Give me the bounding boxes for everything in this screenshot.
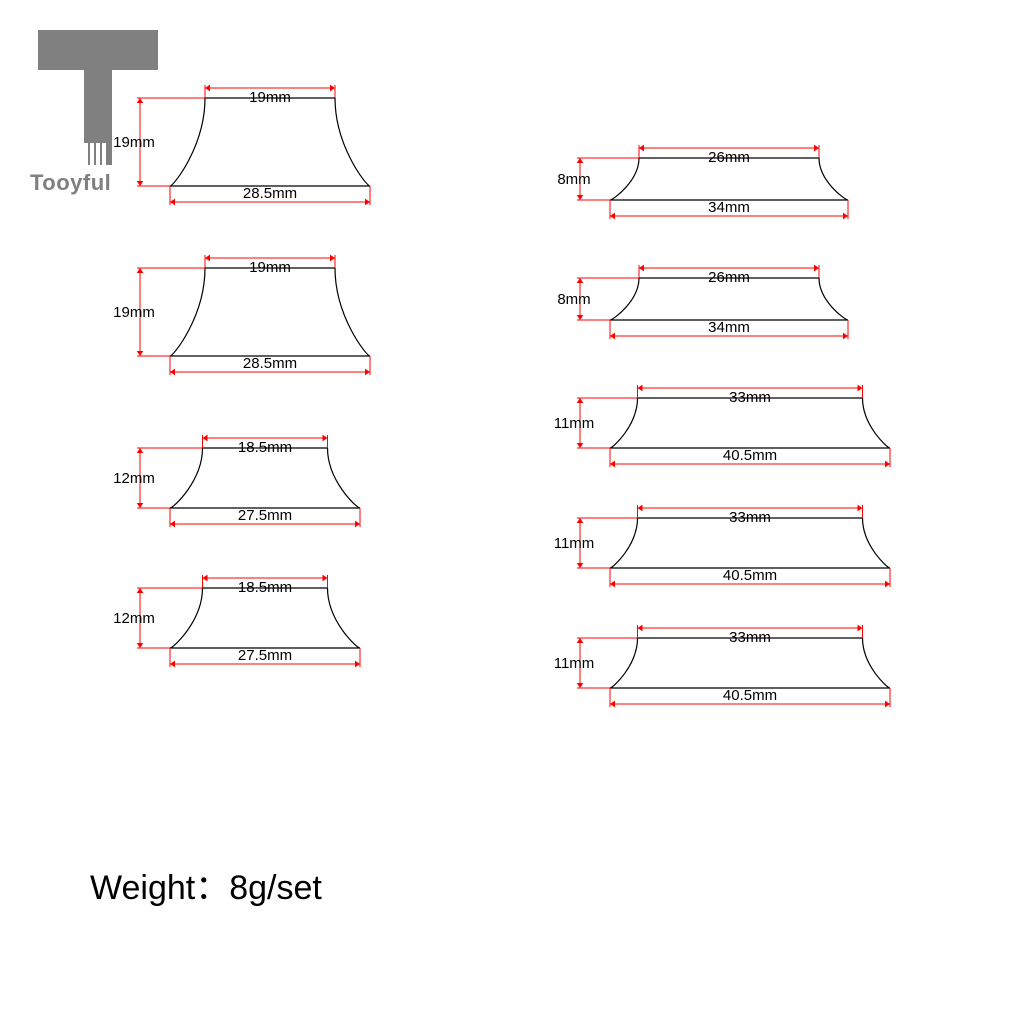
svg-text:40.5mm: 40.5mm (723, 687, 777, 704)
dimensioned-shape: 26mm 34mm 8mm (540, 130, 868, 239)
svg-text:27.5mm: 27.5mm (238, 647, 292, 664)
dimensioned-shape: 33mm 40.5mm 11mm (540, 490, 910, 607)
svg-text:28.5mm: 28.5mm (243, 355, 297, 372)
svg-text:28.5mm: 28.5mm (243, 185, 297, 202)
svg-text:19mm: 19mm (113, 304, 155, 321)
svg-text:33mm: 33mm (729, 509, 771, 526)
svg-text:18.5mm: 18.5mm (238, 579, 292, 596)
weight-label: Weight：8g/set (90, 860, 322, 909)
dimensioned-shape: 19mm 28.5mm 19mm (100, 240, 390, 395)
dimensioned-shape: 33mm 40.5mm 11mm (540, 610, 910, 727)
svg-text:19mm: 19mm (249, 89, 291, 106)
svg-text:26mm: 26mm (708, 149, 750, 166)
dimensioned-shape: 19mm 28.5mm 19mm (100, 70, 390, 225)
svg-text:8mm: 8mm (557, 171, 590, 188)
dimensioned-shape: 18.5mm 27.5mm 12mm (100, 560, 380, 687)
svg-text:26mm: 26mm (708, 269, 750, 286)
dimensioned-shape: 26mm 34mm 8mm (540, 250, 868, 359)
dimensioned-shape: 33mm 40.5mm 11mm (540, 370, 910, 487)
svg-text:18.5mm: 18.5mm (238, 439, 292, 456)
svg-text:33mm: 33mm (729, 389, 771, 406)
svg-text:34mm: 34mm (708, 319, 750, 336)
svg-text:34mm: 34mm (708, 199, 750, 216)
svg-text:11mm: 11mm (554, 535, 595, 552)
svg-text:33mm: 33mm (729, 629, 771, 646)
svg-text:19mm: 19mm (249, 259, 291, 276)
svg-text:40.5mm: 40.5mm (723, 447, 777, 464)
svg-text:19mm: 19mm (113, 134, 155, 151)
svg-text:11mm: 11mm (554, 655, 595, 672)
dimensioned-shape: 18.5mm 27.5mm 12mm (100, 420, 380, 547)
diagram-container: Tooyful 19mm 28.5mm 19mm (0, 0, 1024, 1024)
svg-text:12mm: 12mm (113, 610, 155, 627)
svg-text:27.5mm: 27.5mm (238, 507, 292, 524)
svg-text:40.5mm: 40.5mm (723, 567, 777, 584)
svg-text:11mm: 11mm (554, 415, 595, 432)
svg-text:12mm: 12mm (113, 470, 155, 487)
svg-text:8mm: 8mm (557, 291, 590, 308)
